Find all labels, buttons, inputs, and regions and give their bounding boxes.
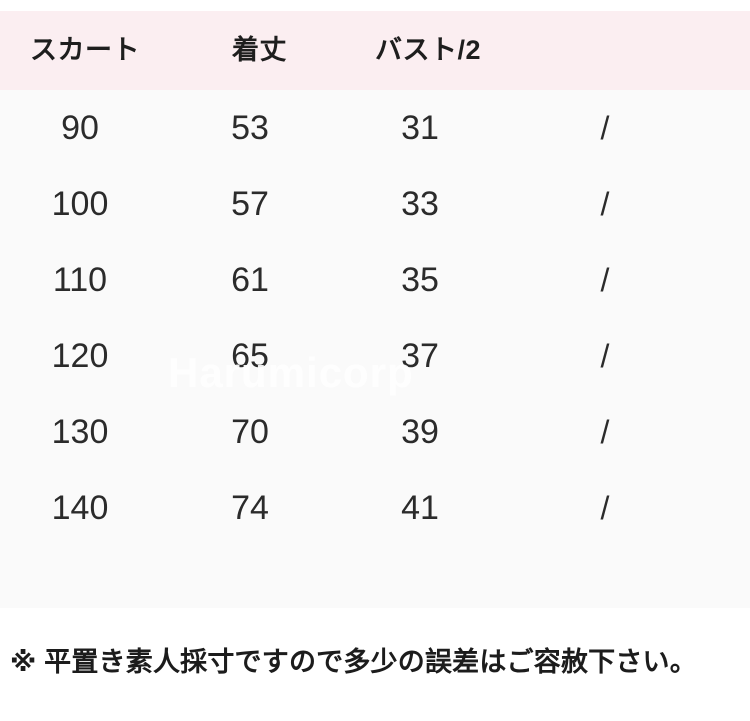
cell-extra: /	[600, 110, 610, 146]
cell-bust-half: 35	[401, 261, 439, 299]
cell-extra: /	[600, 490, 610, 526]
table-row: 130 70 39 /	[0, 394, 750, 470]
table-row: 110 61 35 /	[0, 242, 750, 318]
cell-bust-half: 33	[401, 185, 439, 223]
cell-length: 57	[231, 185, 269, 223]
cell-extra: /	[600, 414, 610, 450]
table-header-row: スカート 着丈 バスト/2	[0, 11, 750, 90]
cell-bust-half: 39	[401, 413, 439, 451]
cell-size: 90	[61, 109, 99, 147]
measurement-disclaimer: ※ 平置き素人採寸ですので多少の誤差はご容赦下さい。	[10, 647, 697, 677]
cell-extra: /	[600, 262, 610, 298]
table-row: 140 74 41 /	[0, 470, 750, 546]
cell-size: 110	[52, 261, 108, 299]
cell-length: 74	[231, 489, 269, 527]
cell-size: 120	[51, 337, 109, 375]
cell-extra: /	[600, 186, 610, 222]
cell-length: 70	[231, 413, 269, 451]
cell-length: 53	[231, 109, 269, 147]
column-header-skirt: スカート	[30, 35, 140, 65]
cell-size: 140	[51, 489, 109, 527]
cell-length: 61	[231, 261, 269, 299]
cell-bust-half: 41	[401, 489, 439, 527]
table-row: 100 57 33 /	[0, 166, 750, 242]
cell-bust-half: 37	[401, 337, 439, 375]
cell-size: 130	[51, 413, 109, 451]
table-row: 90 53 31 /	[0, 90, 750, 166]
column-header-length: 着丈	[232, 35, 287, 65]
cell-bust-half: 31	[401, 109, 439, 147]
cell-length: 65	[231, 337, 269, 375]
table-row: 120 65 37 /	[0, 318, 750, 394]
column-header-bust-half: バスト/2	[375, 35, 482, 65]
cell-size: 100	[51, 185, 109, 223]
cell-extra: /	[600, 338, 610, 374]
table-body: 90 53 31 / 100 57 33 / 110 61 35 / 120 6…	[0, 90, 750, 608]
size-table: スカート 着丈 バスト/2 90 53 31 / 100 57 33 / 110…	[0, 11, 750, 608]
